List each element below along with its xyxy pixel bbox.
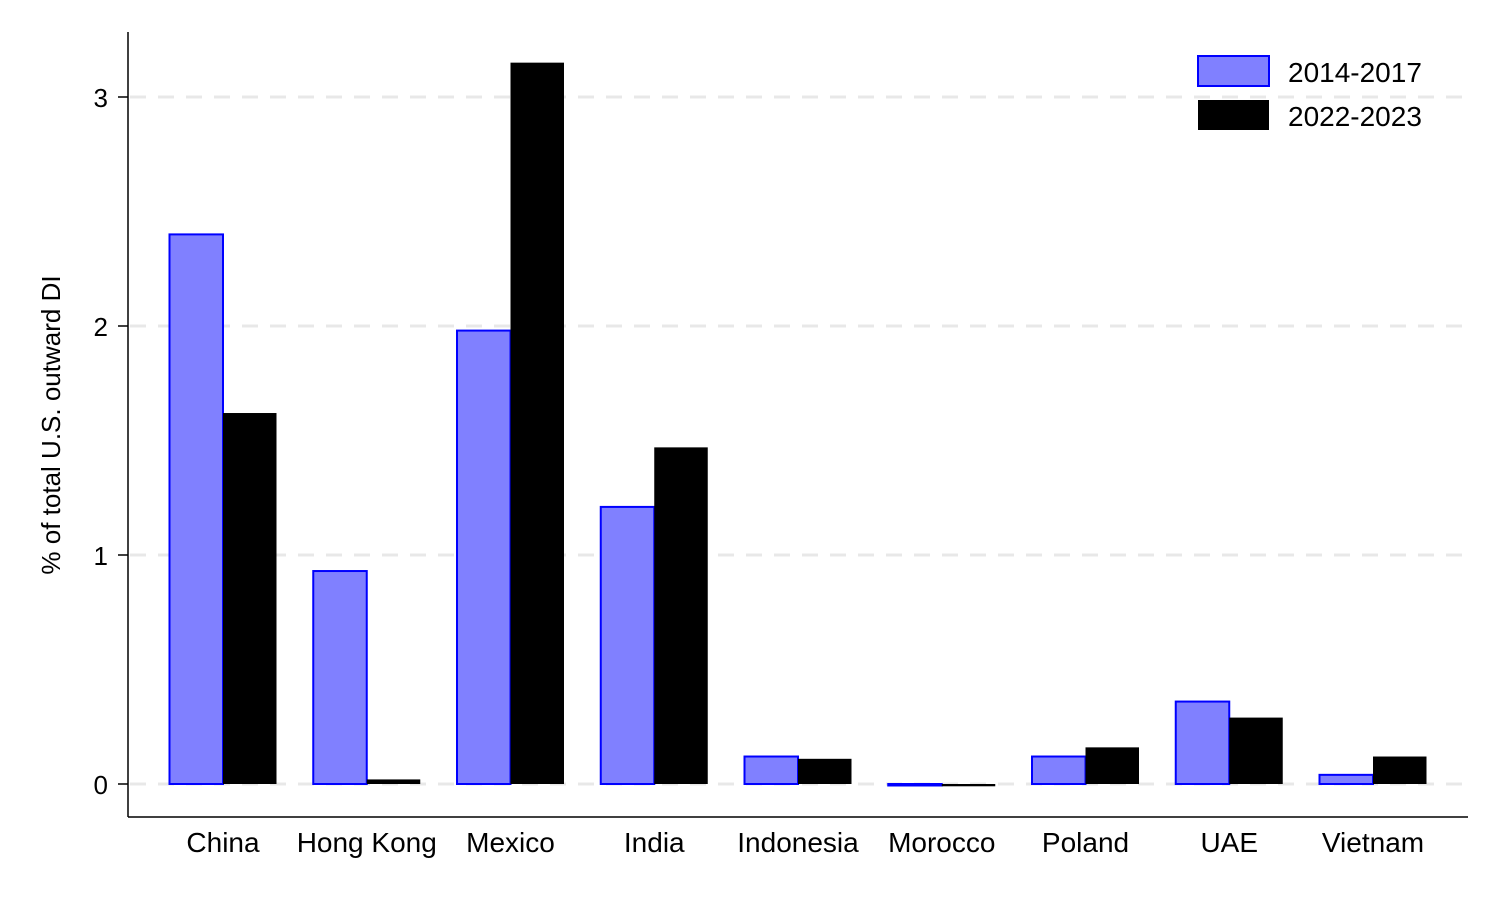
x-tick-label: Morocco [888,827,995,858]
y-axis-label: % of total U.S. outward DI [36,275,66,574]
x-tick-label: Indonesia [737,827,859,858]
bar-uae-2014-2017 [1174,700,1231,785]
bar-mexico-2022-2023 [510,62,564,784]
y-tick-label: 0 [94,770,108,800]
bar-hong-kong-2022-2023 [366,779,421,784]
y-ticks: 0 1 2 3 [94,83,128,800]
bar-vietnam-2022-2023 [1373,756,1427,784]
y-tick-label: 1 [94,541,108,571]
bar-hong-kong-2014-2017 [312,570,368,786]
bar-uae-2022-2023 [1229,717,1283,784]
legend-swatch-series-1 [1197,55,1270,87]
bar-poland-2022-2023 [1085,747,1139,784]
x-tick-label: Hong Kong [297,827,437,858]
legend-label-series-2: 2022-2023 [1288,101,1422,132]
bar-morocco-2022-2023 [941,784,996,787]
legend: 2014-2017 2022-2023 [1197,55,1422,132]
x-tick-label: China [186,827,260,858]
bar-china-2014-2017 [168,233,224,785]
bar-poland-2014-2017 [1031,755,1087,786]
bar-india-2014-2017 [599,505,656,785]
bar-mexico-2014-2017 [456,329,512,785]
y-tick-label: 3 [94,83,108,113]
bar-vietnam-2014-2017 [1318,773,1374,786]
bar-india-2022-2023 [654,447,708,784]
bar-china-2022-2023 [223,413,277,784]
legend-swatch-series-2 [1198,100,1269,130]
x-tick-label: UAE [1200,827,1258,858]
x-ticks: China Hong Kong Mexico India Indonesia Morocc… [186,827,1424,858]
x-tick-label: Vietnam [1322,827,1424,858]
y-tick-label: 2 [94,312,108,342]
bars [168,62,1427,787]
x-tick-label: India [624,827,685,858]
bar-indonesia-2014-2017 [743,755,799,786]
x-tick-label: Poland [1042,827,1129,858]
legend-label-series-1: 2014-2017 [1288,57,1422,88]
bar-morocco-2014-2017 [887,783,943,787]
bar-indonesia-2022-2023 [798,758,852,784]
x-tick-label: Mexico [466,827,555,858]
